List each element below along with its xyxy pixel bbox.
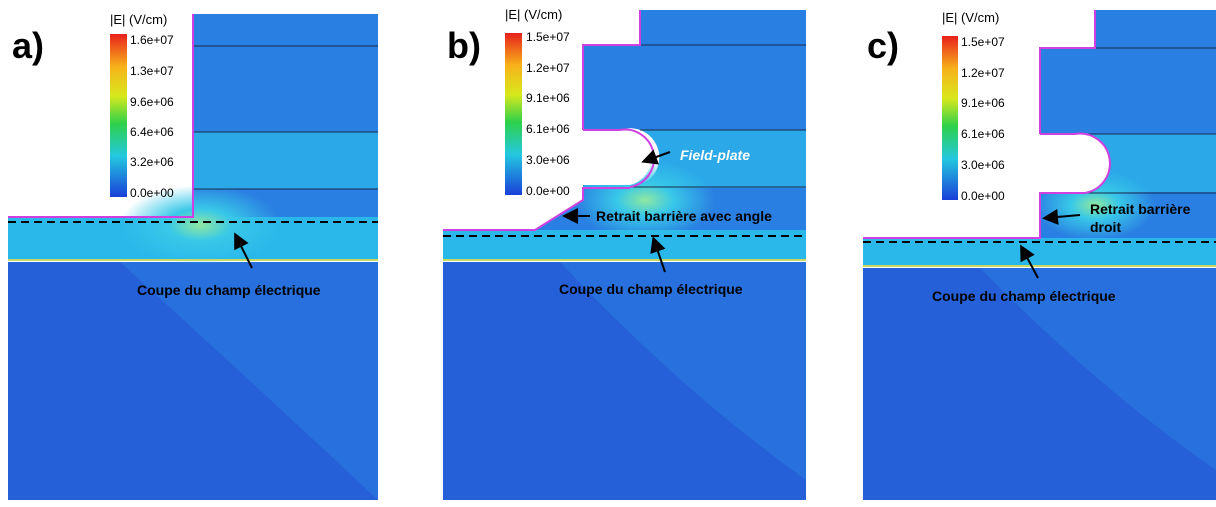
panel-b: b) |E| (V/cm) 1.5e+07 1.2e+07 9.1e+06 6.… <box>443 7 806 500</box>
panel-label: a) <box>12 25 44 66</box>
panel-c: c) |E| (V/cm) 1.5e+07 1.2e+07 9.1e+06 6.… <box>863 10 1216 500</box>
field-region <box>980 268 1216 470</box>
colorbar-tick: 3.2e+06 <box>130 155 174 169</box>
panel-label: b) <box>447 25 481 66</box>
colorbar-title: |E| (V/cm) <box>505 7 562 22</box>
colorbar-tick: 1.5e+07 <box>526 30 570 44</box>
colorbar-tick: 3.0e+06 <box>526 153 570 167</box>
colorbar-tick: 9.1e+06 <box>526 91 570 105</box>
colorbar-title: |E| (V/cm) <box>942 10 999 25</box>
colorbar-tick: 1.5e+07 <box>961 35 1005 49</box>
colorbar-tick: 1.2e+07 <box>526 61 570 75</box>
field-region <box>120 262 378 500</box>
annotation: Retrait barrière <box>1090 201 1191 217</box>
colorbar <box>505 33 522 195</box>
colorbar-tick: 0.0e+00 <box>961 189 1005 203</box>
colorbar <box>942 36 958 200</box>
colorbar-tick: 9.6e+06 <box>130 95 174 109</box>
colorbar <box>110 34 127 197</box>
colorbar-tick: 6.1e+06 <box>961 127 1005 141</box>
panel-a: a) |E| (V/cm) 1.6e+07 1.3e+07 9.6e+06 6.… <box>8 12 378 500</box>
annotation: Retrait barrière avec angle <box>596 208 772 224</box>
annotation: Coupe du champ électrique <box>932 288 1116 304</box>
colorbar-title: |E| (V/cm) <box>110 12 167 27</box>
annotation: Coupe du champ électrique <box>559 281 743 297</box>
colorbar-tick: 1.2e+07 <box>961 66 1005 80</box>
panel-label: c) <box>867 25 899 66</box>
colorbar-tick: 1.3e+07 <box>130 64 174 78</box>
colorbar-tick: 6.4e+06 <box>130 125 174 139</box>
colorbar-tick: 6.1e+06 <box>526 122 570 136</box>
annotation: Field-plate <box>680 147 750 163</box>
colorbar-tick: 3.0e+06 <box>961 158 1005 172</box>
field-region <box>560 262 806 480</box>
colorbar-tick: 0.0e+00 <box>526 184 570 198</box>
colorbar-tick: 9.1e+06 <box>961 96 1005 110</box>
annotation: droit <box>1090 219 1121 235</box>
colorbar-tick: 0.0e+00 <box>130 186 174 200</box>
layer <box>193 132 378 189</box>
annotation: Coupe du champ électrique <box>137 282 321 298</box>
colorbar-tick: 1.6e+07 <box>130 33 174 47</box>
